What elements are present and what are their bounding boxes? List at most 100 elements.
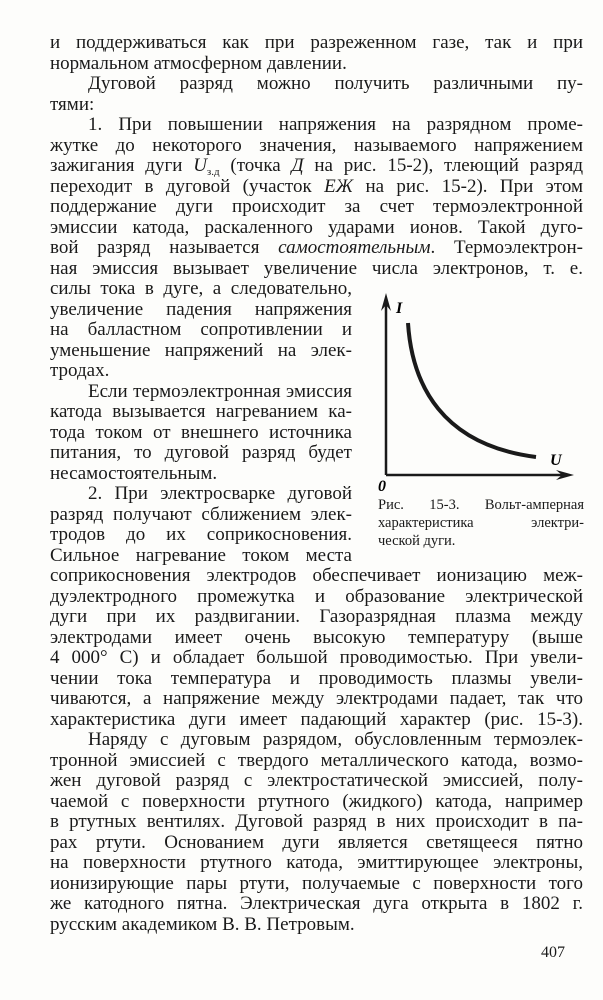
text-segment: в ртутных вентилях. Дуговой разряд в них…: [50, 812, 583, 832]
text-line: Если термоэлектронная эмиссия: [50, 382, 352, 403]
text-segment: 1. При повышении напряжения на разрядном…: [88, 115, 583, 135]
text-segment: чаемой с поверхности ртутного (жидкого) …: [50, 791, 583, 812]
x-axis-arrow: [556, 470, 574, 480]
text-line: соприкосновения электродов обеспечивает …: [50, 566, 583, 587]
text-segment: тями:: [50, 94, 95, 115]
x-axis-label: U: [550, 452, 563, 469]
text-segment: ионизирующие пары ртути, получаемые с по…: [50, 873, 583, 894]
text-segment: характеристика дуги имеет падающий харак…: [50, 709, 583, 730]
text-segment: тродах.: [50, 361, 110, 381]
origin-label: 0: [378, 478, 386, 495]
text-segment: зажигания дуги: [50, 156, 194, 176]
text-segment: 4 000° С) и обладает большой проводимост…: [50, 648, 583, 668]
italic-text: Д: [291, 156, 304, 176]
text-line: тродов до их соприкосновения.: [50, 525, 352, 546]
text-line: дуги при их раздвигании. Газоразрядная п…: [50, 607, 583, 628]
text-segment: поддержание дуги происходит за счет терм…: [50, 197, 583, 217]
text-segment: чении тока температура и проводимость пл…: [50, 668, 583, 689]
text-segment: разряд получают сближением элек-: [50, 504, 352, 525]
text-segment: Наряду с дуговым разрядом, обусловленным…: [88, 730, 583, 750]
text-segment: увеличение падения напряжения: [50, 299, 352, 320]
text-segment: 2. При электросварке дуговой: [88, 484, 352, 504]
text-line: русским академиком В. В. Петровым.: [50, 915, 583, 936]
subscript-text: з.д: [206, 166, 220, 177]
text-segment: на балластном сопротивлении и: [50, 320, 352, 340]
text-segment: чиваются, а напряжение между электродами…: [50, 689, 583, 709]
text-line: и поддерживаться как при разреженном газ…: [50, 33, 583, 54]
text-line: в ртутных вентилях. Дуговой разряд в них…: [50, 812, 583, 833]
text-line: Дуговой разряд можно получить различными…: [50, 74, 583, 95]
text-segment: жен дуговой разряд с электростатической …: [50, 771, 583, 791]
text-segment: на рис. 15-2), тлеющий разряд: [303, 156, 583, 176]
text-segment: эмиссии катода, раскаленного ударами ион…: [50, 217, 583, 238]
text-segment: русским академиком В. В. Петровым.: [50, 914, 355, 935]
italic-text: самостоятельным: [278, 238, 431, 258]
text-line: Наряду с дуговым разрядом, обусловленным…: [50, 730, 583, 751]
text-line: ионизирующие пары ртути, получаемые с по…: [50, 874, 583, 895]
text-segment: тронной эмиссией с твердого металлическо…: [50, 750, 583, 771]
figure-volt-ampere-curve: I U 0: [372, 285, 587, 495]
text-line: чении тока температура и проводимость пл…: [50, 669, 583, 690]
text-segment: на рис. 15-2). При этом: [353, 176, 583, 197]
text-line: тями:: [50, 95, 583, 116]
italic-text: U: [193, 156, 207, 176]
text-segment: вой разряд называется: [50, 238, 279, 258]
text-line: уменьшение напряжений на элек-: [50, 341, 352, 362]
text-segment: силы тока в дуге, а следовательно,: [50, 279, 352, 299]
text-line: несамостоятельным.: [50, 464, 352, 485]
text-line: переходит в дуговой (участок ЕЖ на рис. …: [50, 177, 583, 198]
text-segment: нормальном атмосферном давлении.: [50, 53, 347, 74]
text-line: тода током от внешнего источника: [50, 423, 352, 444]
text-segment: переходит в дуговой (участок: [50, 176, 325, 197]
text-line: на балластном сопротивлении и: [50, 320, 352, 341]
text-line: зажигания дуги Uз.д (точка Д на рис. 15-…: [50, 156, 583, 177]
text-line: на поверхности ртутного катода, эмиттиру…: [50, 853, 583, 874]
text-line: жутке до некоторого значения, называемог…: [50, 136, 583, 157]
text-segment: на поверхности ртутного катода, эмиттиру…: [50, 853, 583, 873]
text-segment: жутке до некоторого значения, называемог…: [50, 135, 583, 156]
text-segment: питания, то дуговой разряд будет: [50, 443, 352, 463]
y-axis-label: I: [395, 300, 403, 317]
caption-line: характеристика электри-: [378, 515, 584, 531]
text-segment: дуэлектродного промежутка и образование …: [50, 586, 583, 607]
text-line: вой разряд называется самостоятельным. Т…: [50, 238, 583, 259]
text-line: 4 000° С) и обладает большой проводимост…: [50, 648, 583, 669]
y-axis-arrow: [381, 293, 391, 311]
text-segment: катода вызывается нагреванием ка-: [50, 402, 352, 422]
text-segment: Если термоэлектронная эмиссия: [88, 381, 352, 402]
body-text: и поддерживаться как при разреженном газ…: [50, 33, 583, 935]
text-line: питания, то дуговой разряд будет: [50, 443, 352, 464]
text-segment: несамостоятельным.: [50, 463, 218, 484]
text-line: эмиссии катода, раскаленного ударами ион…: [50, 218, 583, 239]
text-line: увеличение падения напряжения: [50, 300, 352, 321]
text-segment: Сильное нагревание током места: [50, 545, 352, 566]
text-segment: соприкосновения электродов обеспечивает …: [50, 566, 583, 586]
italic-text: ЕЖ: [324, 176, 354, 197]
text-line: рах ртути. Основанием дуги является свет…: [50, 833, 583, 854]
text-line: же катодного пятна. Электрическая дуга о…: [50, 894, 583, 915]
text-line: 1. При повышении напряжения на разрядном…: [50, 115, 583, 136]
text-line: тродах.: [50, 361, 352, 382]
text-segment: . Термоэлектрон-: [430, 238, 583, 258]
text-line: тронной эмиссией с твердого металлическо…: [50, 751, 583, 772]
text-line: жен дуговой разряд с электростатической …: [50, 771, 583, 792]
text-line: характеристика дуги имеет падающий харак…: [50, 710, 583, 731]
text-line: силы тока в дуге, а следовательно,: [50, 279, 352, 300]
arc-characteristic-curve: [406, 322, 537, 459]
text-line: дуэлектродного промежутка и образование …: [50, 587, 583, 608]
text-line: чаемой с поверхности ртутного (жидкого) …: [50, 792, 583, 813]
text-line: нормальном атмосферном давлении.: [50, 54, 583, 75]
text-line: Сильное нагревание током места: [50, 546, 352, 567]
text-segment: и поддерживаться как при разреженном газ…: [50, 33, 583, 53]
text-segment: тода током от внешнего источника: [50, 422, 352, 443]
text-segment: же катодного пятна. Электрическая дуга о…: [50, 894, 583, 914]
caption-line: Рис. 15-3. Вольт-амперная: [378, 497, 584, 513]
text-segment: электродами имеет очень высокую температ…: [50, 627, 583, 648]
text-line: 2. При электросварке дуговой: [50, 484, 352, 505]
text-segment: уменьшение напряжений на элек-: [50, 340, 352, 361]
text-segment: дуги при их раздвигании. Газоразрядная п…: [50, 607, 583, 627]
text-line: катода вызывается нагреванием ка-: [50, 402, 352, 423]
text-line: поддержание дуги происходит за счет терм…: [50, 197, 583, 218]
caption-line: ческой дуги.: [378, 533, 456, 549]
text-line: разряд получают сближением элек-: [50, 505, 352, 526]
